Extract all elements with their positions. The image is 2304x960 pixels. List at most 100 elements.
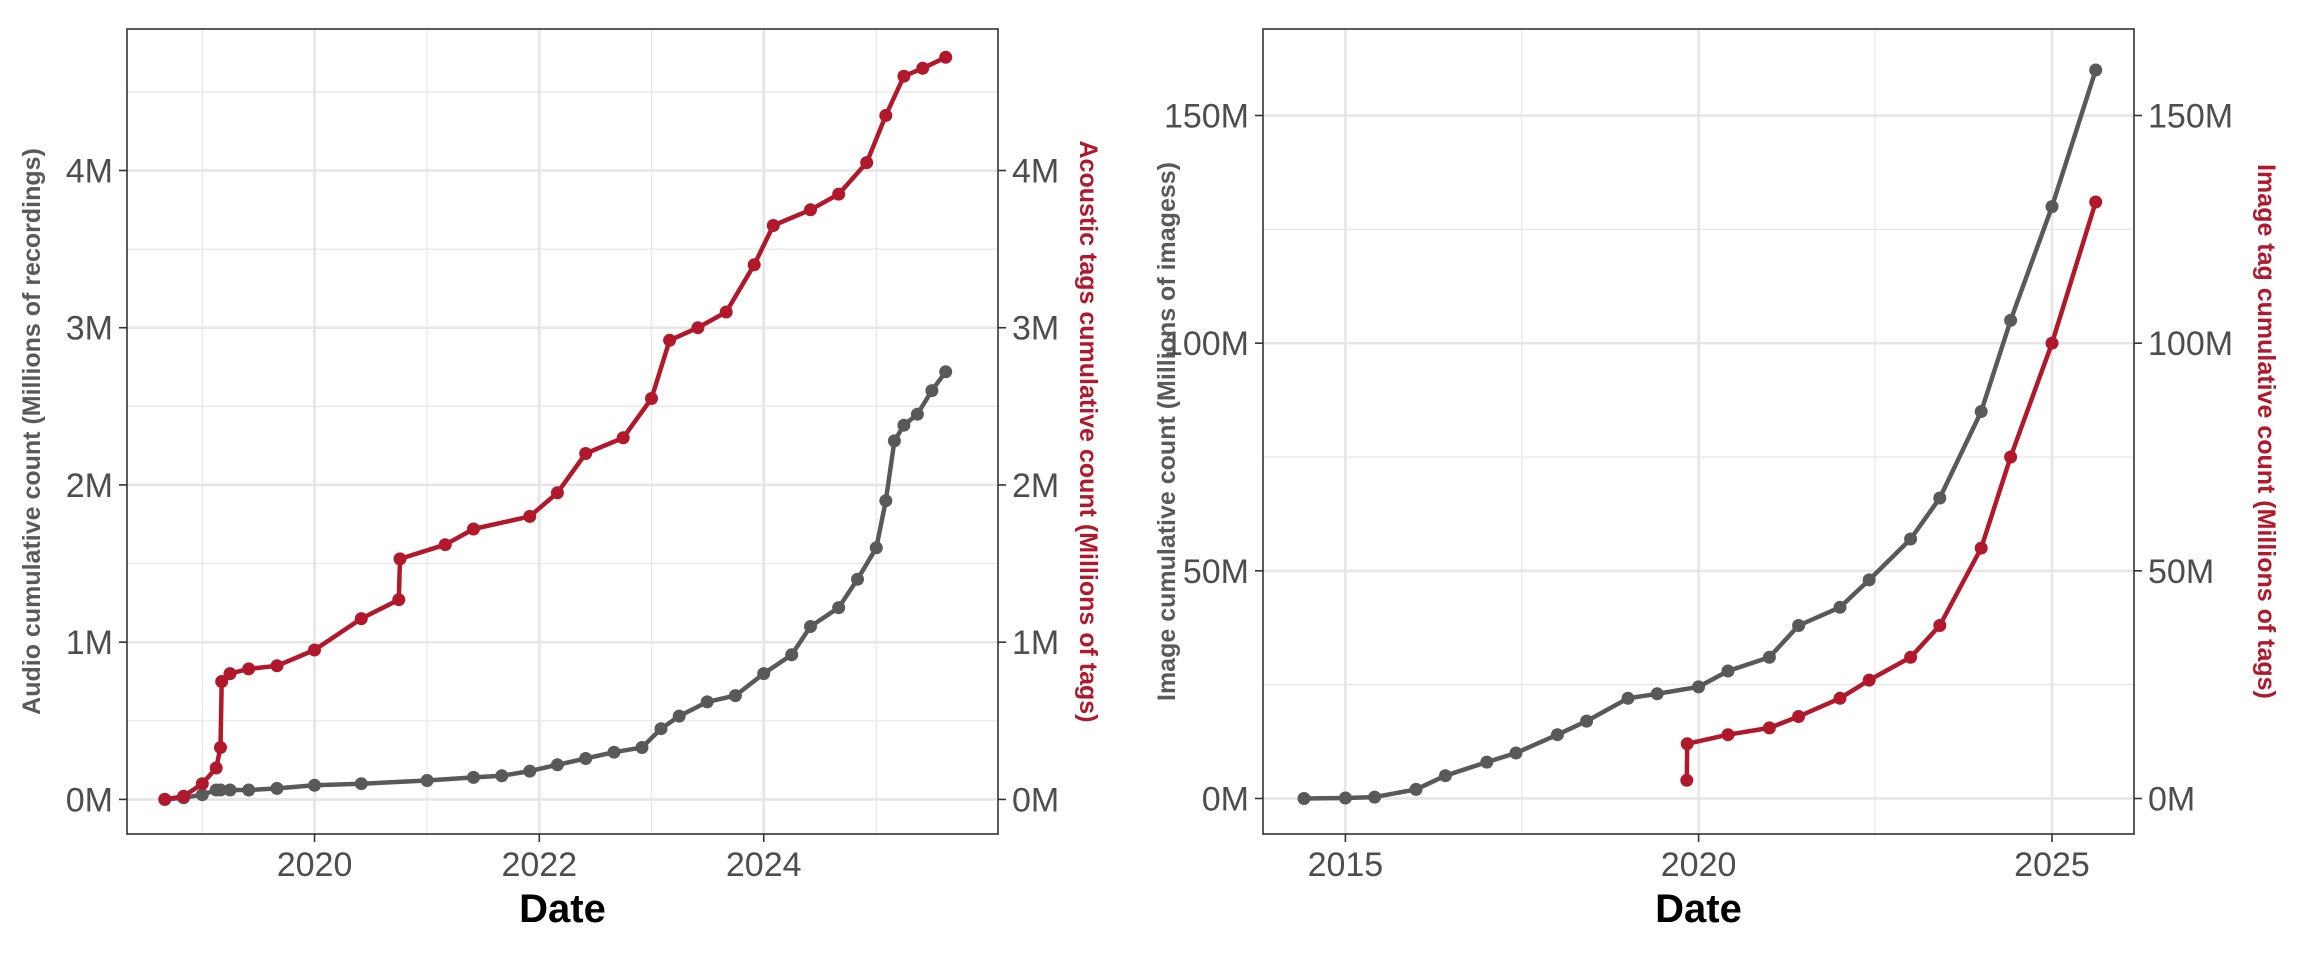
left-series	[158, 50, 953, 806]
left-count-data-point	[910, 407, 924, 421]
right-count-data-point	[1974, 405, 1988, 418]
right-tags-data-point	[1933, 619, 1947, 632]
right-axes: 0M 50M 100M 150M 0M 50M 100M 150M 2015 2020 2025	[1164, 98, 2233, 884]
right-count-data-point	[1762, 650, 1776, 664]
left-count-data-point	[851, 572, 864, 586]
right-count-data-point	[1933, 491, 1947, 505]
right-tags-data-point	[1862, 673, 1876, 687]
left-tags-data-point	[209, 761, 223, 775]
left-x-tick-label: 2024	[726, 846, 802, 884]
left-count-data-point	[887, 434, 901, 448]
right-count-data-point	[2045, 200, 2059, 214]
left-tags-data-point	[308, 643, 321, 657]
right-tags-data-point	[2004, 450, 2018, 464]
left-count-data-point	[700, 695, 714, 709]
left-tags-data-point	[242, 662, 256, 676]
right-tags-data-point	[1762, 721, 1776, 735]
left-count-data-point	[523, 764, 537, 778]
left-y-tick-label: 2M	[66, 467, 113, 505]
left-count-data-point	[757, 667, 771, 681]
right-x-axis-title: Date	[1655, 887, 1742, 931]
left-x-axis-title: Date	[519, 887, 606, 931]
right-count-data-point	[1792, 619, 1806, 632]
left-secondary-y-tick-label: 3M	[1012, 310, 1059, 348]
left-tags-data-point	[879, 109, 893, 122]
left-tags-data-point	[550, 486, 564, 500]
right-count-data-point	[2004, 313, 2018, 327]
right-tags-data-point	[2089, 195, 2103, 209]
right-count-data-point	[1550, 728, 1564, 742]
right-secondary-y-tick-label: 50M	[2148, 553, 2214, 591]
left-tags-data-point	[158, 792, 172, 806]
right-tags-data-point	[1792, 710, 1806, 723]
left-count-data-point	[939, 365, 953, 379]
left-x-tick-label: 2020	[277, 846, 353, 884]
right-count-data-point	[1438, 769, 1452, 783]
right-tags-data-point	[1833, 691, 1847, 705]
right-count-data-point	[1621, 691, 1635, 705]
left-tags-data-point	[645, 392, 658, 405]
left-chart-panel: 0M 1M 2M 3M 4M 0M 1M 2M 3M 4M 2020 2022 2024 Date Au…	[18, 28, 1102, 931]
left-tags-data-point	[747, 258, 761, 272]
left-tags-data-point	[393, 552, 407, 566]
left-tags-data-point	[214, 741, 227, 754]
left-tags-data-point	[215, 675, 229, 688]
left-tags-data-point	[616, 431, 630, 445]
left-tags-data-point	[467, 522, 480, 536]
left-tags-data-point	[392, 593, 406, 607]
left-panel-border	[126, 28, 999, 835]
right-secondary-y-tick-label: 150M	[2148, 98, 2233, 136]
left-count-data-point	[635, 741, 649, 754]
left-count-data-point	[550, 758, 564, 772]
left-secondary-y-axis-title: Acoustic tags cumulative count (Millions…	[1074, 140, 1102, 722]
left-tags-data-point	[832, 187, 846, 201]
right-count-data-point	[1580, 714, 1594, 728]
left-y-tick-label: 1M	[66, 624, 113, 662]
left-tags-data-point	[860, 156, 874, 170]
left-count-data-point	[223, 783, 237, 797]
left-tags-data-point	[939, 50, 953, 64]
right-tags-data-point	[1680, 773, 1694, 787]
right-secondary-y-tick-label: 0M	[2148, 780, 2195, 818]
left-count-data-point	[879, 494, 893, 508]
right-tags-data-point	[2045, 336, 2059, 350]
left-secondary-y-tick-label: 1M	[1012, 624, 1059, 662]
right-count-data-point	[1409, 782, 1423, 796]
right-count-data-point	[1480, 755, 1494, 769]
right-chart-panel: 0M 50M 100M 150M 0M 50M 100M 150M 2015 2020 2025 D…	[1153, 28, 2280, 931]
right-count-data-point	[1833, 600, 1847, 614]
right-count-data-point	[1338, 791, 1352, 805]
left-y-tick-label: 3M	[66, 310, 113, 348]
left-tags-data-point	[223, 667, 237, 681]
left-y-axis-title: Audio cumulative count (Millions of reco…	[18, 148, 46, 715]
right-y-tick-label: 100M	[1164, 325, 1249, 363]
left-count-data-point	[672, 709, 686, 723]
right-count-data-point	[1509, 746, 1523, 760]
right-count-data-point	[1721, 664, 1735, 678]
right-tags-data-point	[1721, 728, 1735, 742]
left-grid	[127, 29, 998, 834]
right-tags-data-point	[1680, 737, 1694, 751]
right-count-data-point	[1650, 687, 1664, 701]
right-secondary-y-tick-label: 100M	[2148, 325, 2233, 363]
left-count-series-line	[164, 370, 948, 802]
right-count-data-point	[2089, 63, 2103, 77]
left-tags-data-point	[691, 321, 705, 335]
left-count-data-point	[495, 769, 509, 783]
left-y-tick-label: 0M	[66, 781, 113, 819]
right-y-tick-label: 0M	[1202, 780, 1249, 818]
left-tags-data-point	[354, 612, 368, 626]
left-tags-data-point	[579, 447, 593, 460]
left-x-tick-label: 2022	[501, 846, 577, 884]
left-tags-data-point	[897, 69, 911, 83]
right-tags-data-point	[1974, 541, 1988, 555]
left-count-data-point	[270, 781, 284, 795]
left-tags-data-point	[766, 219, 780, 232]
right-x-tick-label: 2015	[1308, 846, 1384, 884]
left-count-data-point	[897, 418, 911, 432]
left-count-data-point	[308, 778, 321, 792]
left-count-data-point	[925, 384, 939, 398]
right-series	[1297, 63, 2103, 805]
